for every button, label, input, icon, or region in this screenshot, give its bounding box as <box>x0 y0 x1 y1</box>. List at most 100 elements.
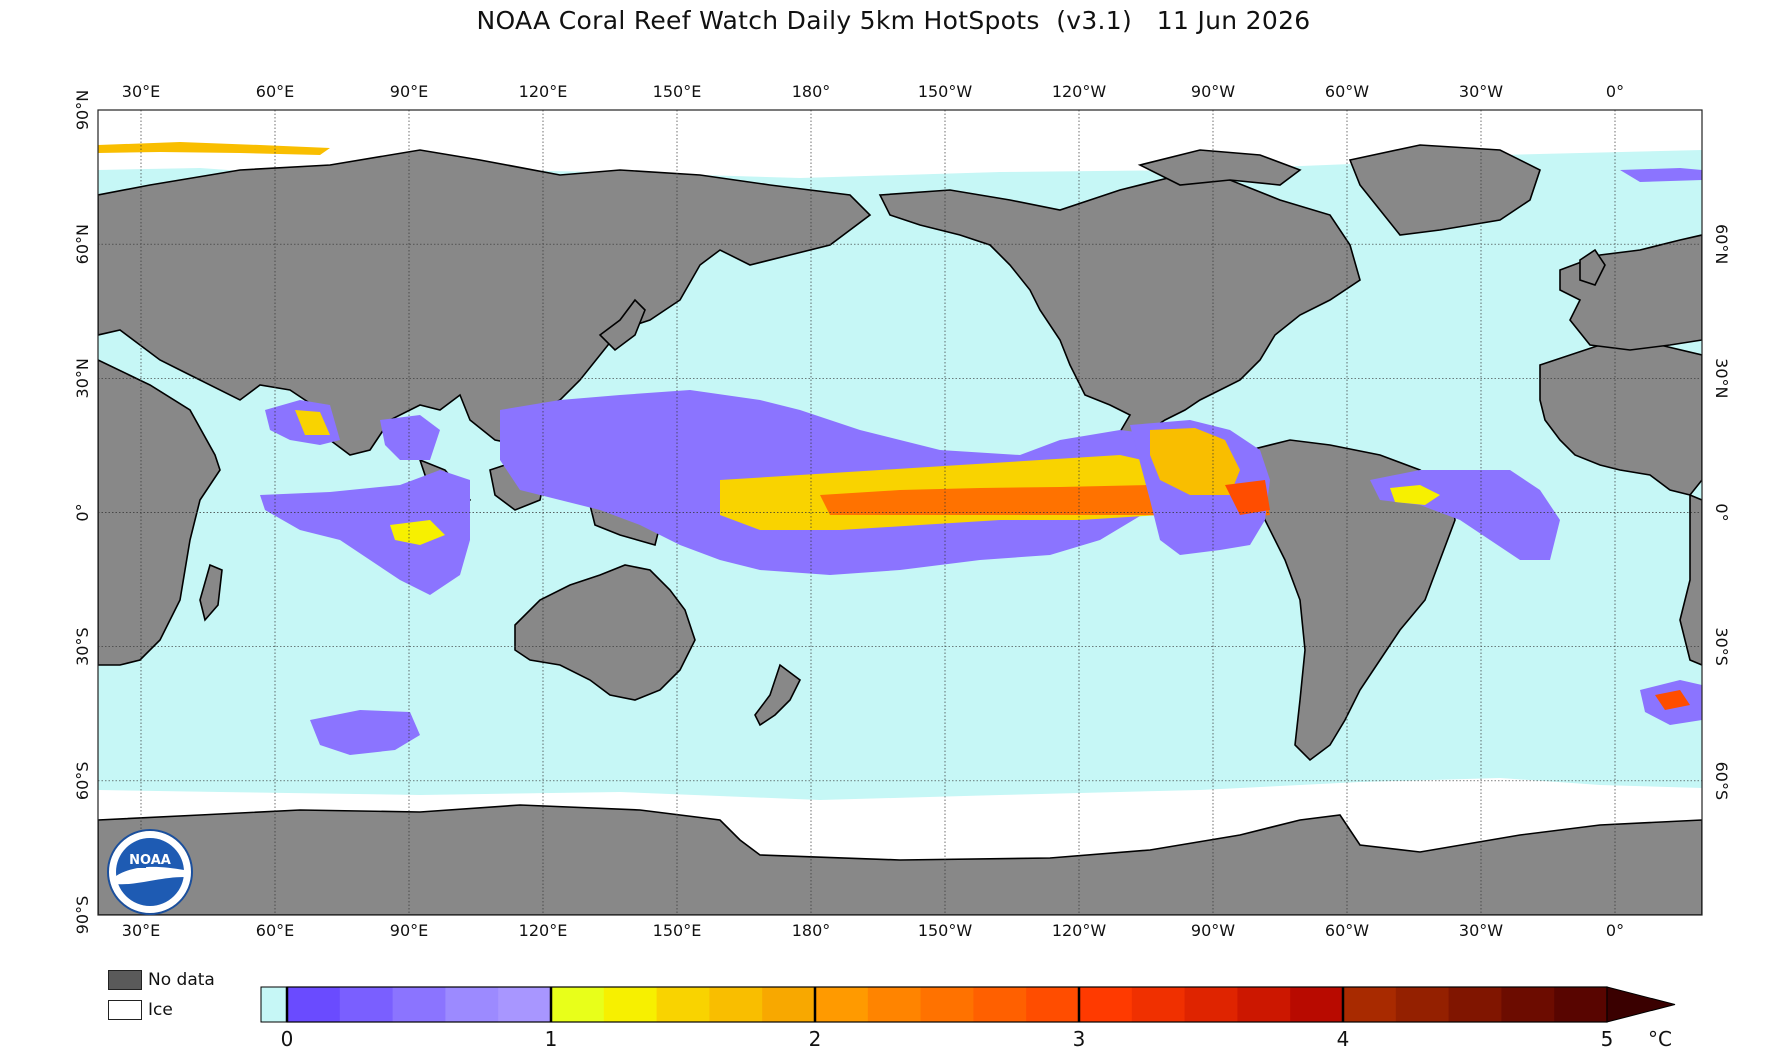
colorbar-tick-label: 4 <box>1337 1027 1350 1051</box>
longitude-label: 180° <box>792 82 831 101</box>
colorbar-segment <box>920 987 974 1022</box>
colorbar-segment <box>1343 987 1397 1022</box>
hotspot-patches <box>98 142 1702 755</box>
latitude-label-left: 60°N <box>73 224 92 264</box>
map-title: NOAA Coral Reef Watch Daily 5km HotSpots… <box>476 6 1311 35</box>
latitude-label-left: 30°S <box>73 627 92 666</box>
colorbar-extend-arrow <box>1606 986 1676 1023</box>
hotspot-southern-ocean-b-red <box>1655 690 1690 710</box>
colorbar-segment <box>656 987 710 1022</box>
longitude-label: 60°W <box>1325 82 1369 101</box>
longitude-labels-bottom: 30°E 60°E 90°E 120°E 150°E 180° 150°W 120°W 90°W… <box>122 921 1624 940</box>
colorbar-segment <box>709 987 763 1022</box>
longitude-label: 120°W <box>1052 921 1107 940</box>
hotspot-indian-ocean <box>260 470 470 595</box>
colorbar-segment <box>551 987 605 1022</box>
longitude-label: 120°W <box>1052 82 1107 101</box>
latitude-label-left: 60°S <box>73 762 92 801</box>
colorbar-segment <box>1395 987 1450 1022</box>
latitude-label-right: 0° <box>1712 503 1731 521</box>
latitude-label-right: 60°S <box>1712 762 1731 801</box>
greenland-landmass <box>1348 144 1541 236</box>
hotspot-arctic-purple <box>1620 168 1702 182</box>
japan-islands <box>598 298 646 352</box>
colorbar-segment <box>1237 987 1291 1022</box>
longitude-label: 120°E <box>519 82 568 101</box>
south-america-landmass <box>1249 439 1456 762</box>
colorbar-segment <box>603 987 658 1022</box>
colorbar-segment <box>973 987 1027 1022</box>
latitude-label-right: 60°N <box>1712 224 1731 264</box>
colorbar-segment <box>1026 987 1080 1022</box>
latitude-label-right: 30°N <box>1712 358 1731 398</box>
colorbar-segment <box>339 987 394 1022</box>
hotspot-bay-of-bengal <box>380 415 440 460</box>
longitude-label: 0° <box>1606 82 1624 101</box>
colorbar-segment <box>1554 987 1608 1022</box>
colorbar-tick-label: 0 <box>281 1027 294 1051</box>
latitude-label-left: 90°S <box>73 896 92 935</box>
colorbar-segment <box>392 987 446 1022</box>
longitude-label: 90°E <box>390 921 428 940</box>
colorbar-tick-label: 5 <box>1601 1027 1614 1051</box>
colorbar-segment <box>1079 987 1133 1022</box>
longitude-label: 0° <box>1606 921 1624 940</box>
colorbar-segment <box>445 987 499 1022</box>
map-frame <box>97 109 1703 916</box>
hotspot-indian-ocean-yellow <box>390 520 445 545</box>
longitude-label: 30°W <box>1459 82 1503 101</box>
longitude-label: 150°W <box>918 921 973 940</box>
longitude-label: 60°E <box>256 82 294 101</box>
longitude-label: 30°W <box>1459 921 1503 940</box>
arctic-ice <box>98 110 1702 178</box>
australia-landmass <box>514 564 696 701</box>
colorbar-segment <box>815 987 869 1022</box>
longitude-label: 30°E <box>122 921 160 940</box>
longitude-label: 90°W <box>1191 921 1235 940</box>
longitude-label: 150°E <box>653 921 702 940</box>
graticule <box>98 110 1702 915</box>
hotspot-east-pacific-yellow <box>1150 428 1240 495</box>
latitude-labels-right: 60°N 30°N 0° 30°S 60°S <box>1712 224 1731 800</box>
colorbar-segment <box>1501 987 1555 1022</box>
colorbar-segment <box>287 987 341 1022</box>
longitude-label: 180° <box>792 921 831 940</box>
colorbar-segment <box>867 987 922 1022</box>
longitude-labels-top: 30°E 60°E 90°E 120°E 150°E 180° 150°W 120°W 90°W… <box>122 82 1624 101</box>
no-data-label: No data <box>148 970 215 990</box>
africa-landmass-east <box>1539 344 1702 496</box>
hotspot-arctic-yellow <box>98 142 330 155</box>
noaa-logo-text: NOAA <box>129 853 171 868</box>
longitude-label: 150°E <box>653 82 702 101</box>
colorbar-tick-label: 3 <box>1073 1027 1086 1051</box>
latitude-label-left: 0° <box>73 503 92 521</box>
hotspot-atlantic-yellow <box>1390 485 1440 505</box>
colorbar-segment <box>1448 987 1502 1022</box>
colorbar-segment <box>1184 987 1238 1022</box>
longitude-label: 60°W <box>1325 921 1369 940</box>
latitude-label-left: 30°N <box>73 358 92 398</box>
new-zealand-island <box>754 663 802 727</box>
canadian-arctic-islands <box>1137 149 1302 186</box>
hotspot-arabian-sea-yellow <box>295 410 330 435</box>
africa-south-east <box>1679 493 1702 666</box>
longitude-label: 60°E <box>256 921 294 940</box>
madagascar-island <box>199 563 223 622</box>
colorbar <box>260 986 1676 1023</box>
colorbar-below-zero <box>260 986 288 1023</box>
colorbar-segment <box>762 987 816 1022</box>
colorbar-tick-labels: 0 1 2 3 4 5 <box>281 1027 1614 1051</box>
no-data-swatch <box>108 970 142 990</box>
uk-islands <box>1579 248 1606 286</box>
longitude-label: 150°W <box>918 82 973 101</box>
latitude-labels-left: 90°N 60°N 30°N 0° 30°S 60°S 90°S <box>73 90 92 934</box>
antarctica-landmass <box>98 804 1702 915</box>
colorbar-segment <box>1131 987 1186 1022</box>
colorbar-segment <box>498 987 552 1022</box>
noaa-logo: NOAA <box>107 829 193 915</box>
longitude-label: 90°E <box>390 82 428 101</box>
longitude-label: 30°E <box>122 82 160 101</box>
longitude-label: 90°W <box>1191 82 1235 101</box>
ice-label: Ice <box>148 1000 173 1020</box>
